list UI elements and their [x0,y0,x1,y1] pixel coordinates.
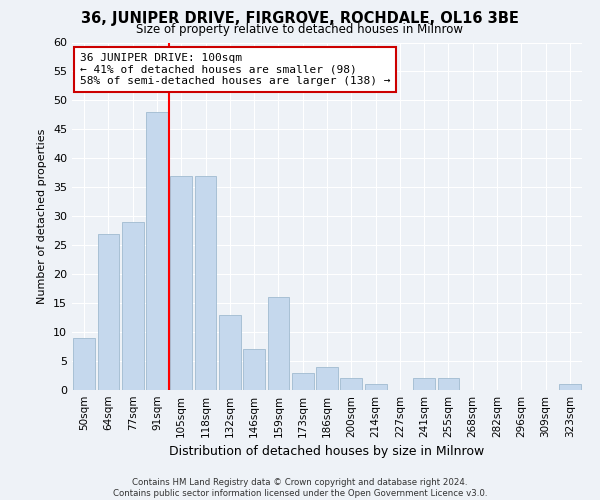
Bar [219,314,241,390]
Text: Contains HM Land Registry data © Crown copyright and database right 2024.
Contai: Contains HM Land Registry data © Crown c… [113,478,487,498]
Bar [243,350,265,390]
Bar [170,176,192,390]
Bar [268,298,289,390]
Bar [292,372,314,390]
Bar [97,234,119,390]
Text: Size of property relative to detached houses in Milnrow: Size of property relative to detached ho… [137,24,464,36]
X-axis label: Distribution of detached houses by size in Milnrow: Distribution of detached houses by size … [169,446,485,458]
Bar [340,378,362,390]
Text: 36, JUNIPER DRIVE, FIRGROVE, ROCHDALE, OL16 3BE: 36, JUNIPER DRIVE, FIRGROVE, ROCHDALE, O… [81,11,519,26]
Bar [316,367,338,390]
Bar [559,384,581,390]
Bar [73,338,95,390]
Y-axis label: Number of detached properties: Number of detached properties [37,128,47,304]
Bar [122,222,143,390]
Bar [146,112,168,390]
Text: 36 JUNIPER DRIVE: 100sqm
← 41% of detached houses are smaller (98)
58% of semi-d: 36 JUNIPER DRIVE: 100sqm ← 41% of detach… [80,53,390,86]
Bar [437,378,460,390]
Bar [194,176,217,390]
Bar [413,378,435,390]
Bar [365,384,386,390]
